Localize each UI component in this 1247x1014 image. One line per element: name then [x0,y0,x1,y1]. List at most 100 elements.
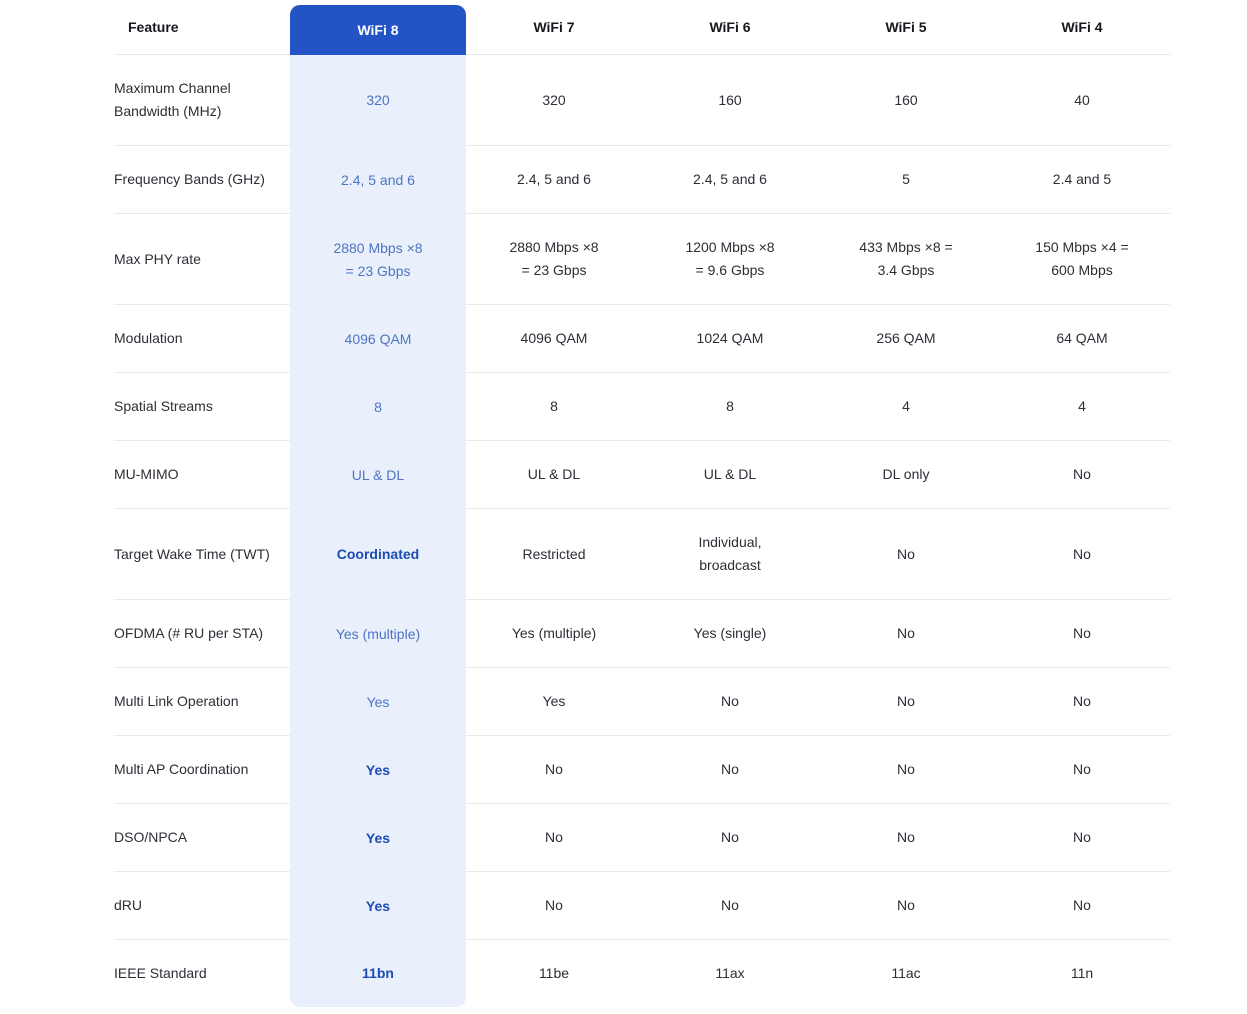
table-row: Max PHY rate 2880 Mbps ×8 = 23 Gbps 2880 M… [114,214,1170,305]
value-cell: 1024 QAM [642,305,818,373]
wifi8-highlight-tab: WiFi 8 [290,5,466,55]
value-cell: No [818,509,994,600]
value-cell: No [994,736,1170,804]
value-cell: Yes (single) [642,600,818,668]
value-cell: Yes [466,668,642,736]
value-cell: No [642,872,818,940]
wifi8-value-cell: 2880 Mbps ×8 = 23 Gbps [290,214,466,305]
table-body: Maximum Channel Bandwidth (MHz) 320 320 160… [114,55,1170,1007]
value-cell: 8 [642,373,818,441]
value-cell: No [818,804,994,872]
value-cell: 150 Mbps ×4 = 600 Mbps [994,214,1170,305]
value-cell: Individual, broadcast [642,509,818,600]
value-cell: No [466,736,642,804]
table-header-row: Feature WiFi 8 WiFi 7 WiFi 6 WiFi 5 WiFi… [114,0,1170,55]
wifi8-value-cell: 4096 QAM [290,305,466,373]
value-cell: 256 QAM [818,305,994,373]
wifi8-value-cell: Yes [290,668,466,736]
value-cell: Yes (multiple) [466,600,642,668]
feature-label: IEEE Standard [114,965,207,981]
wifi8-value-cell: Yes [290,736,466,804]
table-row: MU-MIMO UL & DL UL & DL UL & DL DL only No [114,441,1170,509]
value-cell: 2.4, 5 and 6 [642,146,818,214]
table-row: Target Wake Time (TWT) Coordinated Restric… [114,509,1170,600]
value-cell: No [642,804,818,872]
feature-label: Multi AP Coordination [114,736,290,804]
feature-label: Max PHY rate [114,214,290,305]
value-cell: No [466,872,642,940]
column-header-wifi4: WiFi 4 [994,0,1170,55]
feature-label: Frequency Bands (GHz) [114,146,290,214]
column-header-wifi5: WiFi 5 [818,0,994,55]
wifi8-value-cell: 2.4, 5 and 6 [290,146,466,214]
value-cell: DL only [818,441,994,509]
value-cell: No [818,872,994,940]
wifi8-value-cell: 8 [290,373,466,441]
column-header-wifi6: WiFi 6 [642,0,818,55]
feature-label: dRU [114,872,290,940]
feature-label: Multi Link Operation [114,668,290,736]
value-cell: 433 Mbps ×8 = 3.4 Gbps [818,214,994,305]
wifi8-value-cell: Yes (multiple) [290,600,466,668]
value-cell: No [994,509,1170,600]
wifi-comparison-table: Feature WiFi 8 WiFi 7 WiFi 6 WiFi 5 WiFi… [114,0,1170,1007]
table-row: Multi AP Coordination Yes No No No No [114,736,1170,804]
value-cell: 11ac [891,965,921,981]
value-cell: 4 [994,373,1170,441]
value-cell: No [994,804,1170,872]
feature-column-header: Feature [114,0,290,55]
table-row: Maximum Channel Bandwidth (MHz) 320 320 160… [114,55,1170,146]
value-cell: No [994,668,1170,736]
wifi8-value-cell: Yes [290,804,466,872]
value-cell: 2880 Mbps ×8 = 23 Gbps [466,214,642,305]
value-cell: No [818,600,994,668]
feature-label: Target Wake Time (TWT) [114,509,290,600]
value-cell: 160 [642,55,818,146]
value-cell: No [642,736,818,804]
feature-label: OFDMA (# RU per STA) [114,600,290,668]
value-cell: 11ax [715,965,745,981]
value-cell: 320 [466,55,642,146]
table-row: OFDMA (# RU per STA) Yes (multiple) Yes (m… [114,600,1170,668]
table-row: Modulation 4096 QAM 4096 QAM 1024 QAM 256 QA… [114,305,1170,373]
value-cell: 64 QAM [994,305,1170,373]
value-cell: 4 [818,373,994,441]
value-cell: UL & DL [466,441,642,509]
value-cell: No [818,668,994,736]
table-row: Multi Link Operation Yes Yes No No No [114,668,1170,736]
value-cell: UL & DL [642,441,818,509]
value-cell: 8 [466,373,642,441]
value-cell: 40 [994,55,1170,146]
wifi8-value-cell: Coordinated [290,509,466,600]
wifi8-value-cell: Yes [290,872,466,940]
feature-label: Spatial Streams [114,373,290,441]
value-cell: No [818,736,994,804]
table-row: dRU Yes No No No No [114,872,1170,940]
table-row: DSO/NPCA Yes No No No No [114,804,1170,872]
value-cell: 11n [1070,965,1094,981]
value-cell: No [994,441,1170,509]
value-cell: 5 [818,146,994,214]
wifi8-value-cell: 11bn [290,940,466,1007]
wifi8-value-cell: 320 [290,55,466,146]
table-row: Frequency Bands (GHz) 2.4, 5 and 6 2.4, 5 … [114,146,1170,214]
column-header-wifi7: WiFi 7 [466,0,642,55]
feature-label: Maximum Channel Bandwidth (MHz) [114,55,290,146]
value-cell: 2.4 and 5 [994,146,1170,214]
table-row: Spatial Streams 8 8 8 4 4 [114,373,1170,441]
value-cell: No [642,668,818,736]
value-cell: 4096 QAM [466,305,642,373]
value-cell: 2.4, 5 and 6 [466,146,642,214]
value-cell: No [994,872,1170,940]
value-cell: 1200 Mbps ×8 = 9.6 Gbps [642,214,818,305]
value-cell: 11be [538,965,570,981]
feature-label: Modulation [114,305,290,373]
feature-label: DSO/NPCA [114,804,290,872]
value-cell: No [466,804,642,872]
wifi8-value-cell: UL & DL [290,441,466,509]
value-cell: Restricted [466,509,642,600]
column-header-wifi8: WiFi 8 [290,0,466,55]
table-row: IEEE Standard 11bn 11be 11ax 11ac 11n [114,940,1170,1007]
value-cell: No [994,600,1170,668]
